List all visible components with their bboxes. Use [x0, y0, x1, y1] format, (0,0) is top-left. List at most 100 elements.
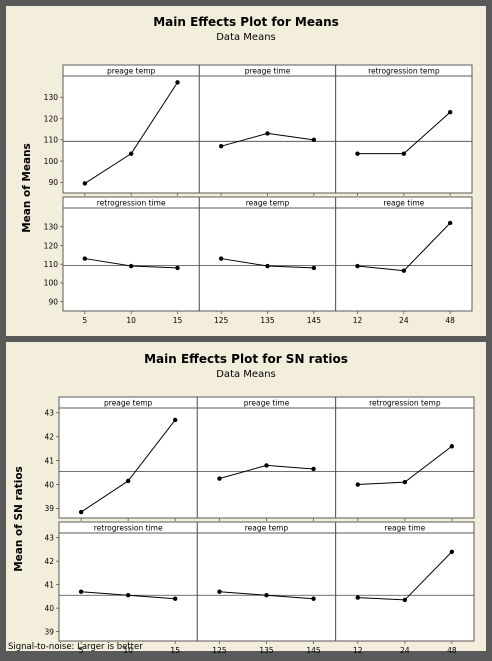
- data-point: [265, 263, 270, 269]
- panel-strip-label: reage temp: [245, 524, 289, 533]
- data-point: [175, 80, 180, 85]
- data-point: [401, 151, 407, 156]
- y-tick-label: 41: [44, 580, 54, 589]
- x-tick-label: 12: [353, 646, 363, 655]
- panel-preage-temp: preage temp12513514590100110120130: [44, 64, 200, 206]
- data-point: [355, 482, 360, 487]
- y-tick-label: 41: [44, 456, 54, 465]
- y-tick-label: 130: [44, 223, 59, 232]
- y-tick-label: 90: [48, 178, 58, 187]
- panel-strip-label: preage temp: [104, 399, 153, 408]
- x-tick-label: 135: [260, 316, 275, 325]
- y-tick-label: 40: [44, 604, 54, 613]
- panel-plot-area: [62, 75, 200, 194]
- y-axis-label: Mean of SN ratios: [13, 466, 25, 572]
- panel-retrogression-time: retrogression time 5 10 15 39 40 41 42 43: [44, 521, 198, 655]
- data-point: [217, 476, 222, 481]
- chart-title: Main Effects Plot for Means: [153, 15, 339, 29]
- x-tick-label: 5: [82, 316, 87, 325]
- x-tick-label: 135: [259, 646, 274, 655]
- x-tick-label: 24: [400, 646, 410, 655]
- x-tick-label: 48: [445, 316, 455, 325]
- x-tick-label: 145: [307, 316, 322, 325]
- x-tick-label: 10: [126, 316, 136, 325]
- panel-preage-temp: preage temp1251351453940414243: [44, 396, 198, 531]
- y-tick-label: 43: [44, 533, 54, 542]
- x-tick-label: 24: [399, 316, 409, 325]
- panel-retrogression-temp: retrogression temp200220240: [335, 64, 473, 206]
- data-point: [311, 596, 316, 601]
- data-point: [82, 256, 88, 261]
- data-point: [355, 263, 360, 269]
- y-tick-label: 39: [44, 504, 54, 513]
- panel-retrogression-temp: retrogression temp200220240: [335, 396, 475, 531]
- panel-plot-area: [335, 75, 473, 194]
- data-point: [265, 131, 270, 136]
- panel-strip-label: preage temp: [107, 67, 156, 76]
- x-tick-label: 10: [123, 646, 133, 655]
- panel-reage-time: reage time 12 24 48: [335, 196, 473, 325]
- y-tick-label: 39: [44, 627, 54, 636]
- data-point: [78, 589, 84, 594]
- y-tick-label: 110: [44, 136, 59, 145]
- data-point: [173, 417, 178, 423]
- x-tick-label: 12: [353, 316, 363, 325]
- data-point: [217, 589, 222, 594]
- panel-retrogression-time: retrogression time 5 10 15 90 100 110 120 130: [44, 196, 200, 325]
- x-tick-label: 145: [306, 646, 321, 655]
- panel-strip-label: reage temp: [246, 199, 290, 208]
- data-point: [218, 256, 224, 261]
- data-point: [401, 268, 407, 273]
- x-tick-label: 5: [79, 646, 84, 655]
- data-point: [402, 597, 408, 603]
- data-point: [218, 144, 224, 149]
- data-point: [402, 479, 408, 485]
- chart-subtitle: Data Means: [216, 369, 276, 380]
- data-point: [78, 509, 84, 515]
- y-tick-label: 130: [44, 93, 59, 102]
- panel-plot-area: [58, 532, 198, 642]
- y-tick-label: 100: [44, 279, 59, 288]
- x-tick-label: 48: [447, 646, 457, 655]
- data-point: [311, 265, 317, 271]
- y-axis-label: Mean of Means: [21, 143, 33, 233]
- data-point: [447, 109, 453, 115]
- data-point: [128, 263, 134, 269]
- y-tick-label: 43: [44, 409, 54, 418]
- data-point: [311, 137, 317, 143]
- data-point: [82, 181, 88, 186]
- panel-plot-area: [335, 407, 475, 519]
- x-tick-label: 125: [212, 646, 227, 655]
- panel-reage-temp: reage temp 125 135 145: [198, 196, 337, 325]
- data-point: [175, 265, 180, 271]
- chart-title: Main Effects Plot for SN ratios: [144, 352, 348, 366]
- data-point: [447, 220, 453, 226]
- panel-strip-label: retrogression time: [94, 524, 163, 533]
- data-point: [311, 466, 316, 472]
- panel-plot-area: [196, 532, 337, 642]
- y-tick-label: 120: [44, 114, 59, 123]
- y-tick-label: 40: [44, 480, 54, 489]
- y-tick-label: 42: [44, 557, 54, 566]
- panel-plot-area: [335, 532, 475, 642]
- y-tick-label: 90: [48, 297, 58, 306]
- panel-strip-label: preage time: [245, 67, 291, 76]
- chart-subtitle: Data Means: [216, 32, 276, 43]
- data-point: [264, 593, 269, 598]
- panel-reage-temp: reage temp 125 135 145: [196, 521, 337, 655]
- data-point: [264, 463, 269, 468]
- data-point: [449, 444, 455, 449]
- panel-strip-label: retrogression time: [97, 199, 166, 208]
- panel-strip-label: retrogression temp: [368, 67, 440, 76]
- panel-strip-label: reage time: [384, 524, 425, 533]
- x-tick-label: 125: [214, 316, 229, 325]
- panel-reage-time: reage time 12 24 48: [335, 521, 475, 655]
- data-point: [125, 478, 131, 484]
- footnote: Signal-to-noise: Larger is better: [8, 642, 143, 652]
- y-tick-label: 100: [44, 157, 59, 166]
- x-tick-label: 15: [170, 646, 180, 655]
